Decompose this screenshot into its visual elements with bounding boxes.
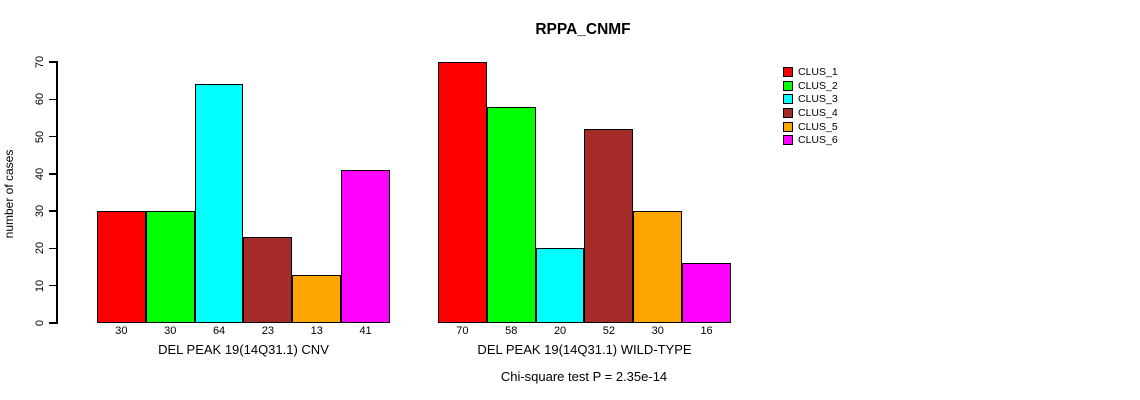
legend-label: CLUS_5 — [798, 120, 838, 133]
legend-item-clus_5: CLUS_5 — [783, 120, 838, 134]
legend-item-clus_4: CLUS_4 — [783, 106, 838, 120]
bar-group2-clus_3 — [535, 248, 585, 323]
y-tick-mark — [49, 173, 56, 175]
chart-title: RPPA_CNMF — [535, 21, 631, 38]
y-tick-label: 30 — [34, 205, 46, 218]
bar-group1-clus_2 — [145, 211, 195, 323]
bar-group2-clus_5 — [633, 211, 683, 323]
y-tick-mark — [49, 247, 56, 250]
bar-value-label: 16 — [700, 325, 713, 337]
bar-value-label: 41 — [359, 325, 372, 337]
bar-group1-clus_3 — [194, 84, 244, 323]
y-axis-line — [56, 61, 58, 324]
y-tick-label: 10 — [34, 279, 46, 292]
bar-value-label: 30 — [164, 325, 177, 337]
bar-value-label: 70 — [456, 325, 469, 337]
legend-label: CLUS_4 — [798, 106, 838, 119]
bar-value-label: 30 — [651, 325, 664, 337]
y-tick-mark — [49, 98, 56, 101]
bar-group2-clus_6 — [682, 263, 731, 323]
bar-value-label: 13 — [310, 325, 323, 337]
bar-group1-clus_6 — [341, 170, 390, 323]
y-tick-label: 60 — [34, 93, 46, 106]
y-tick-mark — [49, 284, 56, 287]
legend-swatch — [783, 94, 793, 105]
legend-label: CLUS_3 — [798, 93, 838, 106]
y-tick-label: 70 — [34, 55, 46, 69]
legend-item-clus_1: CLUS_1 — [783, 65, 838, 79]
bar-group1-clus_5 — [292, 274, 342, 323]
legend-item-clus_2: CLUS_2 — [783, 79, 838, 93]
y-tick-mark — [49, 135, 56, 138]
bar-value-label: 30 — [115, 325, 128, 337]
legend-item-clus_6: CLUS_6 — [783, 133, 838, 147]
bar-value-label: 64 — [212, 325, 226, 337]
legend-swatch — [783, 135, 793, 146]
bar-group1-clus_4 — [243, 237, 293, 323]
chi-square-annotation: Chi-square test P = 2.35e-14 — [500, 369, 668, 384]
bar-group1-clus_1 — [97, 211, 146, 323]
y-tick-label: 50 — [34, 130, 46, 143]
y-tick-mark — [49, 322, 56, 324]
bar-value-label: 23 — [261, 325, 275, 337]
bar-value-label: 20 — [553, 325, 567, 337]
group-label-2: DEL PEAK 19(14Q31.1) WILD-TYPE — [477, 342, 692, 357]
bar-group2-clus_2 — [486, 106, 536, 323]
y-tick-label: 0 — [34, 319, 46, 327]
legend-swatch — [783, 80, 793, 91]
legend-swatch — [783, 107, 793, 118]
bar-group2-clus_4 — [584, 129, 634, 323]
bar-value-label: 58 — [505, 325, 518, 337]
legend-swatch — [783, 121, 793, 132]
bar-group2-clus_1 — [438, 62, 487, 323]
y-tick-label: 40 — [34, 167, 46, 180]
y-tick-mark — [49, 210, 56, 212]
group-label-1: DEL PEAK 19(14Q31.1) CNV — [158, 342, 329, 357]
y-tick-label: 20 — [34, 242, 46, 255]
legend-item-clus_3: CLUS_3 — [783, 92, 838, 106]
legend: CLUS_1 CLUS_2 CLUS_3 CLUS_4 CLUS_5 CLUS_6 — [783, 65, 838, 147]
y-axis-label: number of cases — [2, 149, 16, 239]
y-tick-mark — [49, 61, 56, 63]
legend-label: CLUS_2 — [798, 79, 838, 92]
legend-swatch — [783, 66, 793, 77]
legend-label: CLUS_6 — [798, 134, 838, 147]
bar-value-label: 52 — [602, 325, 616, 337]
legend-label: CLUS_1 — [798, 65, 838, 78]
